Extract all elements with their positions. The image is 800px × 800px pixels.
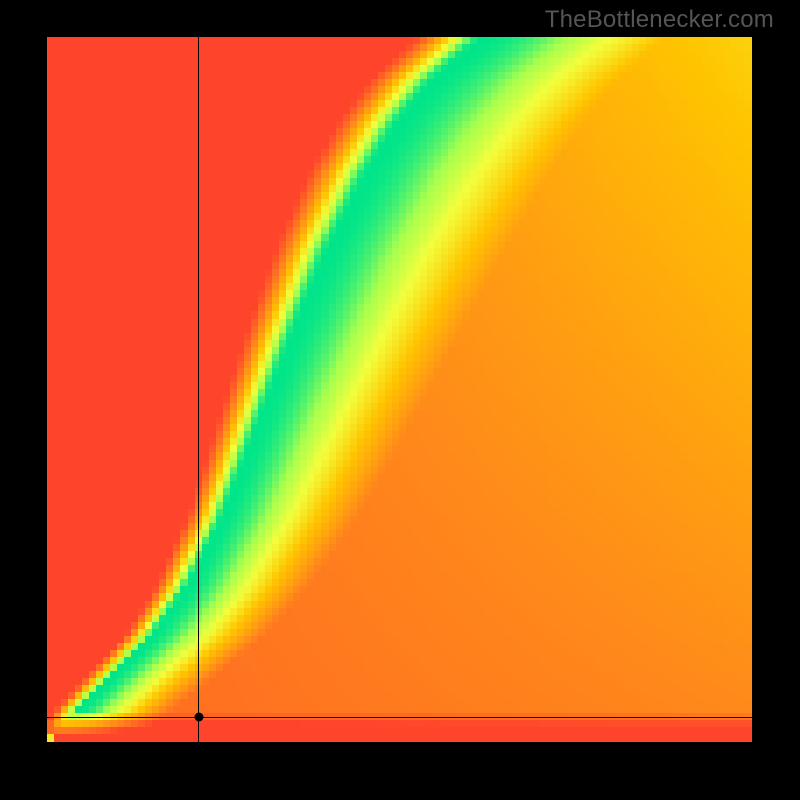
- watermark-text: TheBottlenecker.com: [545, 6, 774, 34]
- heatmap-plot: [47, 37, 752, 742]
- heatmap-canvas: [47, 37, 752, 742]
- chart-container: TheBottlenecker.com: [0, 0, 800, 800]
